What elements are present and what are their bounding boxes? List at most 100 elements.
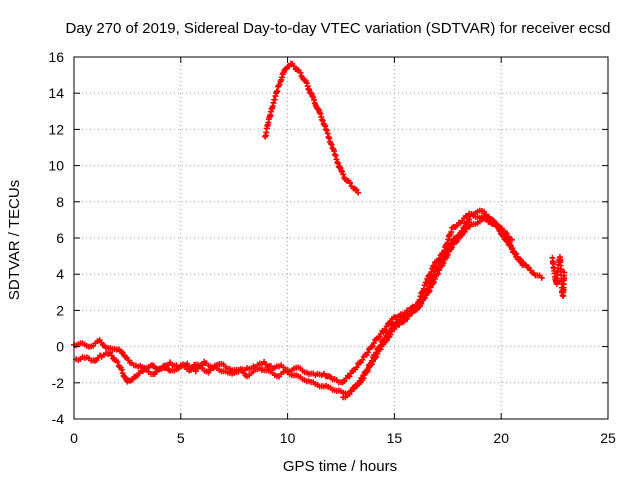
data-point [377, 342, 384, 349]
series-track-main-b [73, 210, 515, 386]
data-point [331, 151, 338, 158]
data-point [327, 140, 334, 147]
data-point [335, 160, 342, 167]
data-point [305, 85, 312, 92]
data-point [317, 110, 324, 117]
y-tick-label: 4 [56, 266, 64, 282]
data-point [417, 302, 424, 309]
data-point [276, 81, 283, 88]
data-point [466, 216, 473, 223]
data-point [347, 179, 354, 186]
data-point [199, 362, 206, 369]
data-point [424, 287, 431, 294]
data-point [382, 326, 389, 333]
data-point [364, 366, 371, 373]
data-point [387, 319, 394, 326]
data-point [324, 130, 331, 137]
data-point [430, 271, 437, 278]
data-point [359, 375, 366, 382]
series-track-main-c [340, 207, 526, 401]
data-point [275, 82, 282, 89]
data-point [331, 147, 338, 154]
chart-title: Day 270 of 2019, Sidereal Day-to-day VTE… [66, 20, 611, 37]
data-point [267, 363, 274, 370]
y-tick-label: 10 [48, 158, 64, 174]
data-point [458, 227, 465, 234]
data-point [368, 357, 375, 364]
data-point [332, 152, 339, 159]
data-point [328, 141, 335, 148]
y-tick-label: 8 [56, 194, 64, 210]
data-point [425, 286, 432, 293]
y-axis-label: SDTVAR / TECUs [6, 180, 23, 300]
y-tick-label: -4 [52, 411, 65, 427]
data-point [435, 263, 442, 270]
data-point [495, 223, 502, 230]
y-tick-label: 6 [56, 230, 64, 246]
data-point [426, 272, 433, 279]
data-point [423, 279, 430, 286]
data-point [519, 262, 526, 269]
data-point [503, 235, 510, 242]
x-axis-tick-labels: 0 5 10 15 20 25 [70, 430, 616, 446]
y-axis-tick-labels: -4 -2 0 2 4 6 8 10 12 14 16 [48, 49, 64, 427]
y-tick-label: 14 [48, 85, 64, 101]
data-point [370, 340, 377, 347]
data-point [338, 167, 345, 174]
data-point [326, 135, 333, 142]
data-point [319, 116, 326, 123]
data-point [322, 123, 329, 130]
data-point [376, 333, 383, 340]
data-point [323, 127, 330, 134]
data-point [325, 134, 332, 141]
data-point [503, 230, 510, 237]
data-point [321, 122, 328, 128]
data-point [538, 274, 545, 281]
series-late-cluster [549, 254, 568, 300]
y-tick-label: 0 [56, 339, 64, 355]
data-point [507, 243, 514, 250]
data-point [508, 236, 515, 243]
data-point [351, 385, 358, 392]
data-point [376, 344, 383, 351]
data-point [373, 349, 380, 356]
data-point [431, 262, 438, 269]
data-point [425, 283, 432, 290]
data-point [333, 156, 340, 163]
data-point [353, 186, 360, 193]
grid-lines [74, 57, 608, 419]
y-tick-label: -2 [52, 375, 65, 391]
data-point [353, 364, 360, 371]
data-point [439, 255, 446, 262]
data-point [443, 248, 450, 255]
data-point [346, 373, 353, 380]
data-point [429, 274, 436, 281]
data-points [71, 60, 568, 401]
data-point [366, 361, 373, 368]
data-point [319, 117, 326, 124]
data-point [381, 335, 388, 342]
data-point [512, 250, 519, 257]
x-tick-label: 25 [600, 430, 616, 446]
x-tick-label: 5 [177, 430, 185, 446]
data-point [278, 74, 285, 81]
data-point [359, 356, 366, 363]
data-point [118, 366, 125, 373]
data-point [422, 292, 429, 299]
y-tick-label: 16 [48, 49, 64, 65]
data-point [346, 391, 353, 398]
x-tick-label: 15 [387, 430, 403, 446]
data-point [303, 80, 310, 87]
data-point [448, 241, 455, 248]
x-tick-label: 10 [280, 430, 296, 446]
data-point [355, 380, 362, 387]
data-point [499, 228, 506, 235]
data-point [364, 349, 371, 356]
data-point [419, 289, 426, 296]
data-point [297, 69, 304, 76]
y-tick-label: 12 [48, 121, 64, 137]
data-point [114, 358, 121, 365]
data-point [420, 295, 427, 302]
series-arc-segment [262, 60, 362, 196]
y-tick-label: 2 [56, 302, 64, 318]
